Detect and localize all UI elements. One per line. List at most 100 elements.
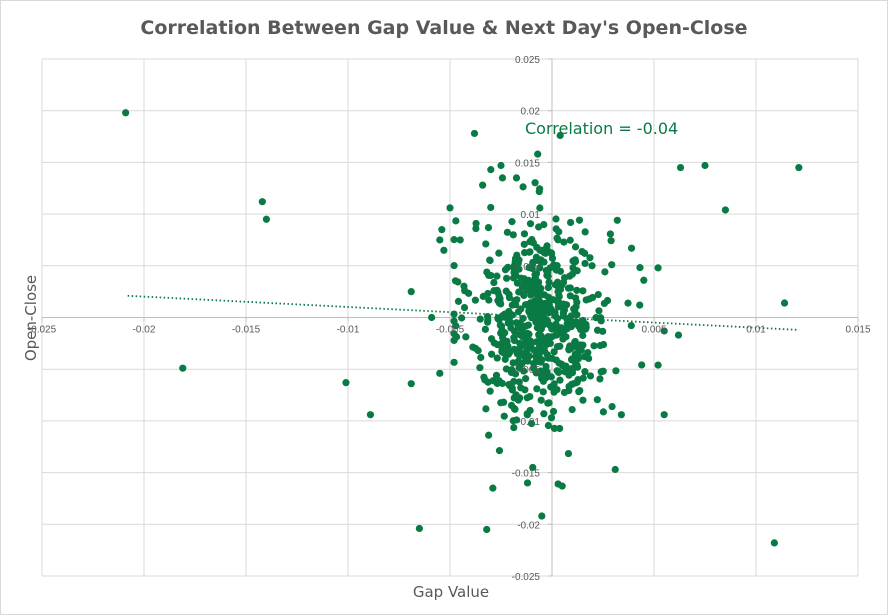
data-point: [577, 325, 585, 334]
data-point: [471, 344, 480, 352]
data-point: [660, 411, 668, 419]
data-point: [540, 258, 548, 266]
data-point: [553, 385, 561, 394]
data-point: [636, 264, 644, 272]
data-point: [528, 235, 536, 244]
data-point: [561, 363, 569, 371]
data-point: [770, 539, 778, 547]
data-point: [520, 230, 529, 238]
data-point: [534, 256, 542, 265]
data-point: [518, 328, 527, 336]
data-point: [585, 295, 593, 303]
data-point: [550, 424, 559, 432]
data-point: [487, 335, 496, 343]
data-point: [522, 282, 530, 290]
data-point: [581, 259, 589, 268]
data-point: [452, 217, 460, 225]
data-point: [636, 301, 644, 309]
x-tick-label: 0.005: [641, 325, 666, 336]
data-point: [654, 361, 662, 369]
data-point: [515, 378, 523, 386]
data-point: [450, 236, 458, 244]
data-point: [584, 349, 592, 357]
data-point: [597, 368, 605, 376]
data-point: [493, 272, 501, 280]
data-point: [568, 405, 576, 414]
data-point: [537, 396, 545, 404]
data-point: [660, 327, 668, 335]
data-point: [552, 265, 560, 273]
data-point: [460, 303, 469, 312]
data-point: [581, 228, 589, 236]
data-point: [366, 411, 375, 419]
data-point: [539, 377, 548, 385]
y-tick-label: 0.01: [521, 210, 541, 221]
data-point: [482, 240, 490, 248]
data-point: [436, 369, 444, 377]
data-point: [535, 223, 543, 231]
data-point: [507, 401, 516, 410]
data-point: [554, 303, 562, 311]
data-point: [795, 163, 803, 172]
data-point: [536, 264, 544, 272]
data-point: [523, 479, 532, 487]
data-point: [576, 341, 584, 349]
data-point: [560, 306, 569, 314]
data-point: [505, 293, 514, 302]
data-point: [721, 206, 730, 214]
data-point: [515, 351, 523, 359]
y-tick-label: -0.02: [517, 520, 540, 531]
data-point: [540, 291, 549, 299]
data-point: [558, 482, 566, 490]
data-point: [492, 371, 501, 379]
data-point: [489, 484, 497, 492]
data-point: [500, 412, 508, 420]
data-point: [502, 365, 511, 373]
data-point: [513, 279, 522, 287]
data-point: [627, 321, 635, 330]
data-point: [479, 181, 487, 189]
data-point: [489, 377, 497, 385]
data-point: [546, 295, 554, 303]
data-point: [465, 289, 473, 297]
data-point: [624, 299, 632, 307]
data-point: [593, 396, 601, 404]
data-point: [575, 216, 584, 224]
data-point: [497, 399, 505, 407]
data-point: [471, 296, 479, 304]
data-point: [534, 150, 542, 158]
data-point: [486, 387, 494, 395]
data-point: [501, 266, 510, 274]
data-point: [519, 183, 527, 191]
data-point: [573, 286, 581, 294]
data-point: [608, 402, 616, 411]
data-point: [590, 342, 598, 350]
data-point: [701, 161, 709, 170]
data-point: [613, 216, 621, 224]
data-point: [407, 288, 415, 296]
data-point: [550, 348, 558, 356]
data-point: [527, 310, 536, 318]
data-point: [538, 512, 546, 520]
data-point: [572, 302, 580, 311]
data-point: [485, 271, 493, 279]
data-point: [526, 248, 534, 256]
data-point: [531, 179, 539, 187]
data-point: [556, 376, 564, 384]
data-point: [566, 236, 574, 244]
data-point: [472, 219, 480, 228]
data-point: [530, 346, 538, 354]
data-point: [638, 361, 646, 369]
data-point: [528, 264, 536, 272]
data-point: [504, 350, 513, 358]
data-point: [612, 367, 620, 375]
data-point: [608, 261, 616, 269]
x-tick-label: -0.005: [436, 325, 465, 336]
x-tick-label: -0.01: [337, 325, 360, 336]
x-tick-label: 0.015: [845, 325, 870, 336]
data-point: [545, 278, 553, 286]
data-point: [578, 247, 586, 256]
trendline-group: [127, 294, 799, 331]
data-point: [556, 424, 564, 433]
data-point: [542, 362, 550, 371]
